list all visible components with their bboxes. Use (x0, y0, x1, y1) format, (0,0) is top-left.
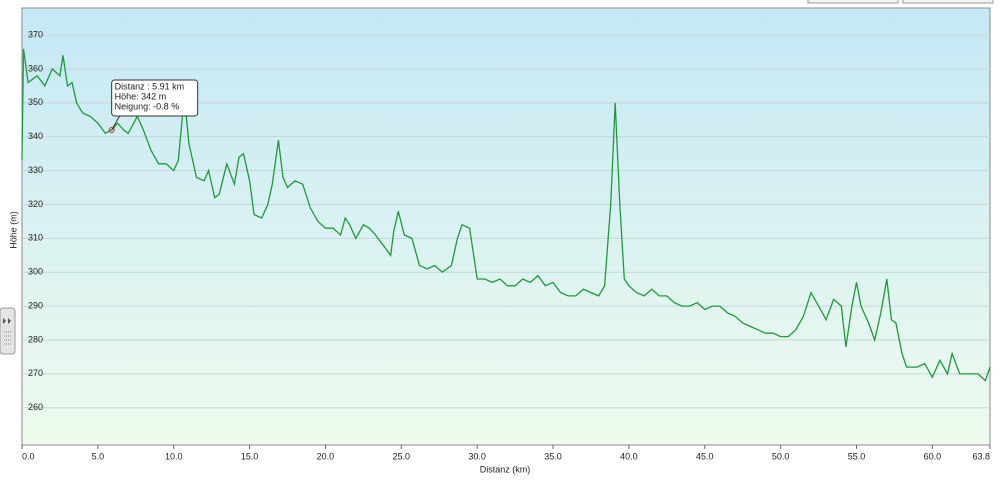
elevation-line (21, 48, 991, 382)
x-axis-title: Distanz (km) (480, 464, 531, 474)
y-tick-label: 290 (28, 300, 43, 310)
tooltip-marker (108, 126, 115, 133)
y-tick-label: 270 (28, 368, 43, 378)
toolbar-button[interactable] (807, 0, 899, 4)
x-tick-label: 25.0 (393, 451, 411, 461)
y-tick-label: 320 (28, 199, 43, 209)
x-tick-label: 10.0 (165, 451, 183, 461)
y-axis-title: Höhe (m) (8, 211, 18, 249)
x-tick-label: 40.0 (620, 451, 638, 461)
tooltip-text: Distanz : 5.91 km (115, 81, 185, 91)
collapse-handle[interactable] (0, 307, 16, 355)
plot-area (21, 7, 991, 446)
y-tick-label: 330 (28, 165, 43, 175)
y-tick-label: 370 (28, 29, 43, 39)
x-tick-label: 63.8 (972, 451, 990, 461)
tooltip-box (111, 79, 199, 117)
x-tick-label: 0.0 (22, 451, 35, 461)
x-tick-label: 5.0 (92, 451, 105, 461)
x-tick-label: 30.0 (468, 451, 486, 461)
x-tick-label: 45.0 (696, 451, 714, 461)
toolbar-button[interactable] (902, 0, 994, 4)
y-tick-label: 300 (28, 267, 43, 277)
x-tick-label: 55.0 (848, 451, 866, 461)
x-tick-label: 60.0 (924, 451, 942, 461)
tooltip-text: Neigung: -0.8 % (115, 101, 180, 111)
x-tick-label: 35.0 (544, 451, 562, 461)
y-tick-label: 350 (28, 97, 43, 107)
y-tick-label: 310 (28, 233, 43, 243)
x-tick-label: 15.0 (241, 451, 259, 461)
x-tick-label: 50.0 (772, 451, 790, 461)
y-tick-label: 260 (28, 402, 43, 412)
x-tick-label: 20.0 (317, 451, 335, 461)
y-tick-label: 280 (28, 334, 43, 344)
y-tick-label: 340 (28, 131, 43, 141)
y-tick-label: 360 (28, 63, 43, 73)
tooltip-text: Höhe: 342 m (115, 91, 167, 101)
